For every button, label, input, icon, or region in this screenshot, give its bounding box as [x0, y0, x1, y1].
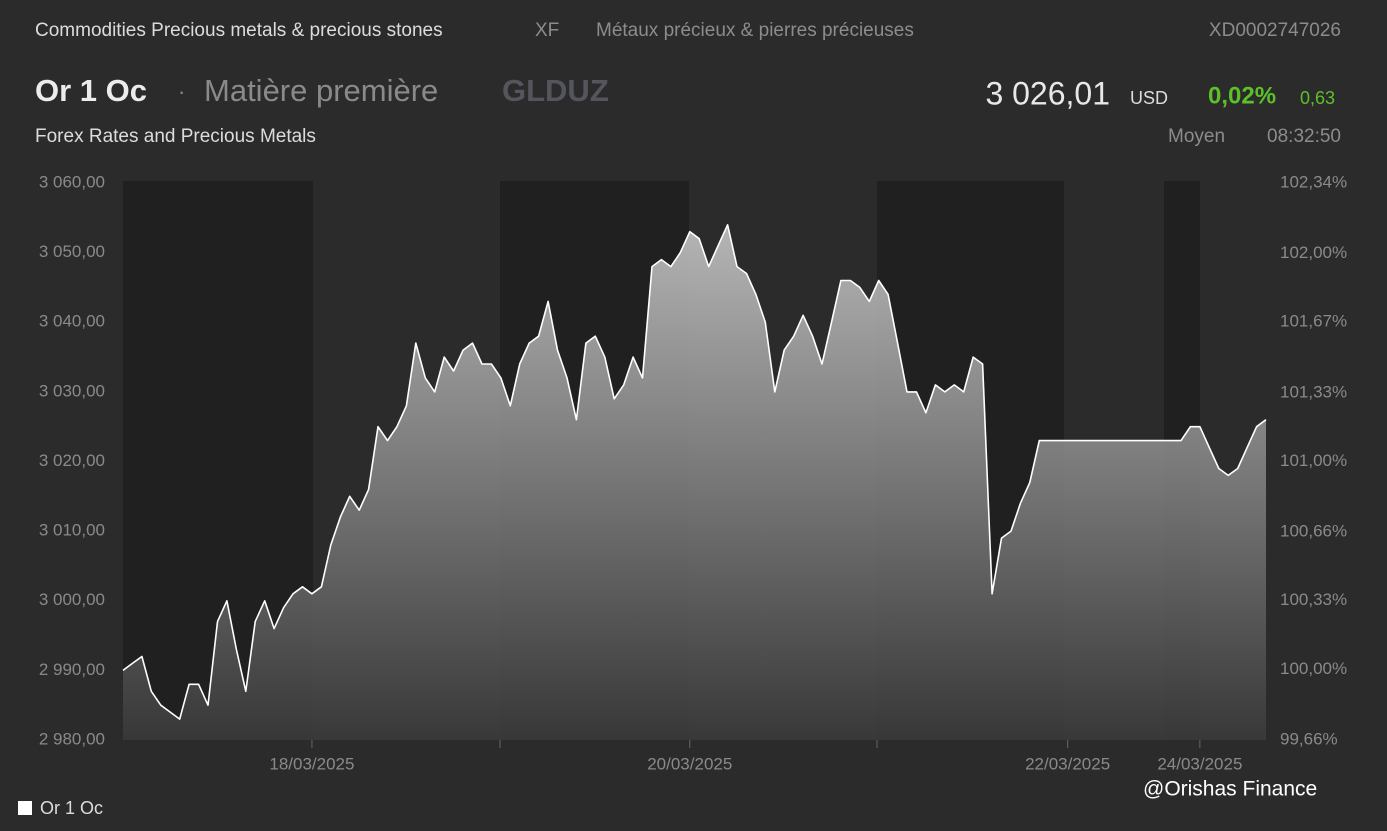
currency: USD — [1130, 88, 1168, 108]
x-tick-label: 22/03/2025 — [1025, 754, 1110, 773]
y-tick-label: 2 980,00 — [39, 729, 105, 748]
separator: · — [178, 79, 185, 104]
x-tick-label: 18/03/2025 — [269, 754, 354, 773]
y-tick-label: 3 000,00 — [39, 590, 105, 609]
area — [123, 224, 1266, 741]
exchange: XF — [535, 20, 559, 41]
y-tick-label: 3 050,00 — [39, 242, 105, 261]
y2-tick-label: 101,00% — [1280, 451, 1347, 470]
y-tick-label: 3 060,00 — [39, 172, 105, 191]
y-tick-label: 3 010,00 — [39, 521, 105, 540]
y2-tick-label: 100,00% — [1280, 659, 1347, 678]
x-tick-label: 24/03/2025 — [1157, 754, 1242, 773]
x-tick-label: 20/03/2025 — [647, 754, 732, 773]
y2-tick-label: 100,33% — [1280, 590, 1347, 609]
instrument-name: Or 1 Oc — [35, 73, 147, 108]
y2-tick-label: 102,00% — [1280, 243, 1347, 262]
y-tick-label: 3 040,00 — [39, 312, 105, 331]
plot — [122, 224, 1267, 741]
y2-tick-label: 102,34% — [1280, 172, 1347, 191]
time: 08:32:50 — [1267, 126, 1341, 147]
y2-tick-label: 101,67% — [1280, 312, 1347, 331]
y2-tick-label: 100,66% — [1280, 522, 1347, 541]
change: 0,63 — [1300, 88, 1335, 108]
category: Commodities Precious metals & precious s… — [35, 20, 443, 41]
y-tick-label: 2 990,00 — [39, 660, 105, 679]
change-pct: 0,02% — [1208, 82, 1276, 109]
y2-tick-label: 99,66% — [1280, 729, 1338, 748]
price: 3 026,01 — [985, 75, 1110, 111]
isin: XD0002747026 — [1209, 20, 1341, 41]
legend-swatch — [18, 801, 32, 815]
instrument-kind: Matière première — [204, 73, 438, 108]
source: Forex Rates and Precious Metals — [35, 126, 316, 147]
category-fr: Métaux précieux & pierres précieuses — [596, 20, 914, 41]
y-tick-label: 3 020,00 — [39, 451, 105, 470]
y2-tick-label: 101,33% — [1280, 382, 1347, 401]
ticker: GLDUZ — [502, 73, 609, 108]
price-type: Moyen — [1168, 126, 1225, 147]
legend-label[interactable]: Or 1 Oc — [40, 798, 103, 818]
watermark: @Orishas Finance — [1143, 778, 1317, 801]
line — [122, 224, 1267, 720]
y-tick-label: 3 030,00 — [39, 381, 105, 400]
